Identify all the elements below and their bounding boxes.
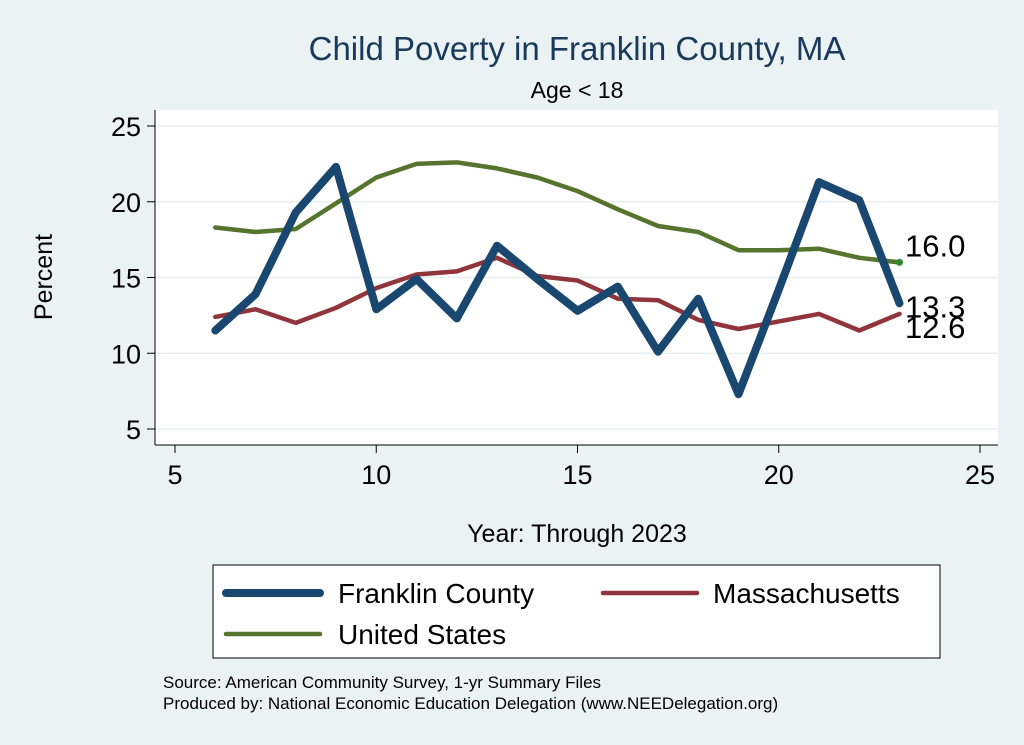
chart-title: Child Poverty in Franklin County, MA (309, 30, 846, 67)
y-tick-label: 5 (126, 415, 141, 445)
series-line-massachusetts (213, 255, 902, 333)
legend-label-massachusetts: Massachusetts (713, 578, 900, 609)
x-tick-label: 15 (562, 460, 592, 490)
legend-label-franklin-county: Franklin County (338, 578, 534, 609)
y-tick-label: 10 (111, 339, 141, 369)
x-tick-label: 20 (764, 460, 794, 490)
series-line-united-states (213, 160, 902, 265)
series-layer (211, 160, 904, 399)
chart-subtitle: Age < 18 (531, 77, 624, 103)
end-label-united-states: 16.0 (905, 228, 965, 263)
end-labels: 13.312.6 16.0 (905, 228, 965, 345)
x-tick-label: 10 (361, 460, 391, 490)
legend-label-united-states: United States (338, 619, 506, 650)
y-axis-title: Percent (30, 234, 58, 320)
end-label-franklin-county: 13.3 (905, 289, 965, 324)
x-tick-label: 25 (965, 460, 995, 490)
y-axis: 5 10 15 20 25 (111, 112, 155, 445)
y-tick-label: 25 (111, 112, 141, 142)
x-tick-label: 5 (167, 460, 182, 490)
series-line-franklin-county (211, 162, 904, 399)
grid-lines (155, 125, 998, 430)
end-label-massachusetts: 12.6 (905, 310, 965, 345)
y-tick-label: 15 (111, 264, 141, 294)
producer-note: Produced by: National Economic Education… (163, 694, 778, 713)
y-tick-label: 20 (111, 188, 141, 218)
legend (212, 564, 941, 659)
x-axis-title: Year: Through 2023 (467, 520, 687, 548)
x-axis: 5 10 15 20 25 (167, 445, 995, 490)
legend-items: Franklin County Massachusetts United State… (222, 578, 900, 650)
source-note: Source: American Community Survey, 1-yr … (163, 673, 601, 692)
end-marker-united-states (896, 258, 903, 266)
